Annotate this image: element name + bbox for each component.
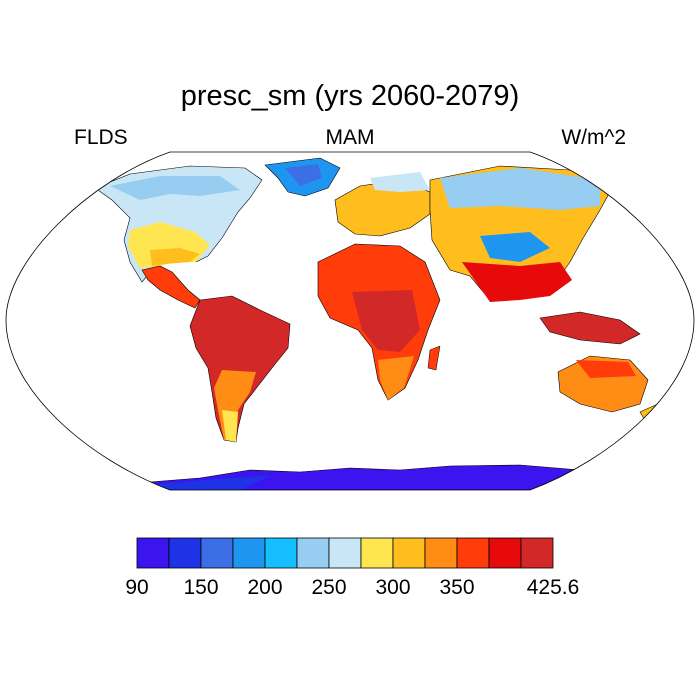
north-america-south: [150, 248, 200, 266]
colorbar-swatch: [360, 537, 394, 569]
colorbar-tick-label: 90: [125, 576, 148, 599]
madagascar: [427, 345, 441, 371]
colorbar-tick-label: 250: [311, 576, 346, 599]
africa-south: [378, 356, 414, 400]
season-label: MAM: [325, 126, 375, 149]
colorbar-swatch: [168, 537, 202, 569]
colorbar-swatch: [488, 537, 522, 569]
variable-label: FLDS: [74, 126, 128, 149]
greenland-core: [285, 164, 322, 186]
colorbar-swatch: [456, 537, 490, 569]
australia-north: [576, 360, 636, 378]
colorbar: [136, 537, 554, 569]
central-america: [141, 265, 201, 309]
new-zealand: [639, 401, 665, 423]
colorbar-tick-label: 150: [183, 576, 218, 599]
north-america-arctic: [110, 176, 240, 200]
antarctica-edge: [130, 476, 270, 490]
map-land-layer: [94, 157, 665, 490]
colorbar-swatch: [328, 537, 362, 569]
globe-outline: [5, 151, 695, 491]
colorbar-swatch: [232, 537, 266, 569]
europe-north: [370, 172, 430, 192]
colorbar-swatch: [264, 537, 298, 569]
asia-north: [440, 168, 600, 210]
colorbar-swatch: [296, 537, 330, 569]
colorbar-tick-label: 200: [247, 576, 282, 599]
south-america-tip: [222, 410, 238, 442]
colorbar-swatch: [136, 537, 170, 569]
asia-tibet: [480, 232, 550, 262]
colorbar-tick-label: 350: [439, 576, 474, 599]
units-label: W/m^2: [561, 126, 626, 149]
colorbar-swatch: [424, 537, 458, 569]
africa-center: [352, 290, 420, 352]
colorbar-swatch: [200, 537, 234, 569]
south-america: [189, 295, 291, 443]
map-title: presc_sm (yrs 2060-2079): [180, 80, 520, 112]
colorbar-swatch: [520, 537, 554, 569]
asia-south: [462, 262, 572, 302]
colorbar-labels: 90 150 200 250 300 350 425.6: [125, 576, 579, 599]
colorbar-swatch: [392, 537, 426, 569]
indonesia: [539, 311, 641, 345]
colorbar-tick-label: 425.6: [527, 576, 580, 599]
colorbar-tick-label: 300: [375, 576, 410, 599]
